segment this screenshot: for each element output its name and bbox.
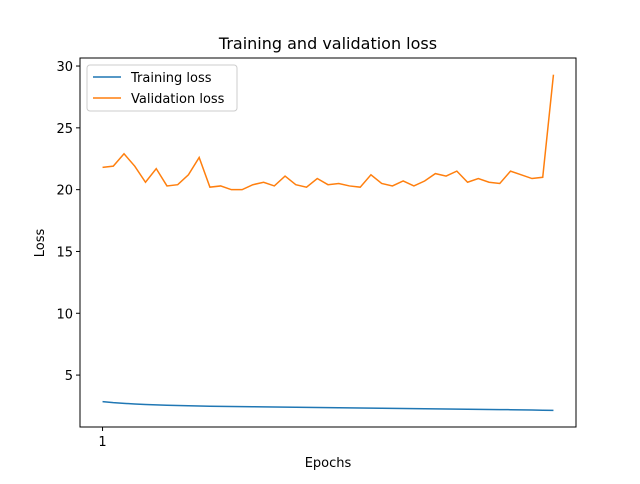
y-tick-label: 10 bbox=[56, 307, 73, 322]
y-tick-label: 25 bbox=[56, 122, 73, 137]
y-tick-label: 30 bbox=[56, 60, 73, 75]
y-tick-label: 15 bbox=[56, 245, 73, 260]
y-tick-label: 20 bbox=[56, 184, 73, 199]
x-axis-label: Epochs bbox=[305, 456, 352, 471]
line-series bbox=[102, 400, 554, 412]
plot-frame bbox=[79, 57, 577, 428]
y-axis-label: Loss bbox=[33, 229, 48, 258]
legend-label: Validation loss bbox=[131, 92, 225, 107]
chart-title: Training and validation loss bbox=[218, 34, 437, 53]
line-series bbox=[102, 74, 555, 191]
y-tick-label: 5 bbox=[65, 369, 73, 384]
x-tick-label: 1 bbox=[98, 435, 106, 450]
legend-box bbox=[86, 64, 238, 112]
legend-label: Training loss bbox=[130, 71, 212, 86]
